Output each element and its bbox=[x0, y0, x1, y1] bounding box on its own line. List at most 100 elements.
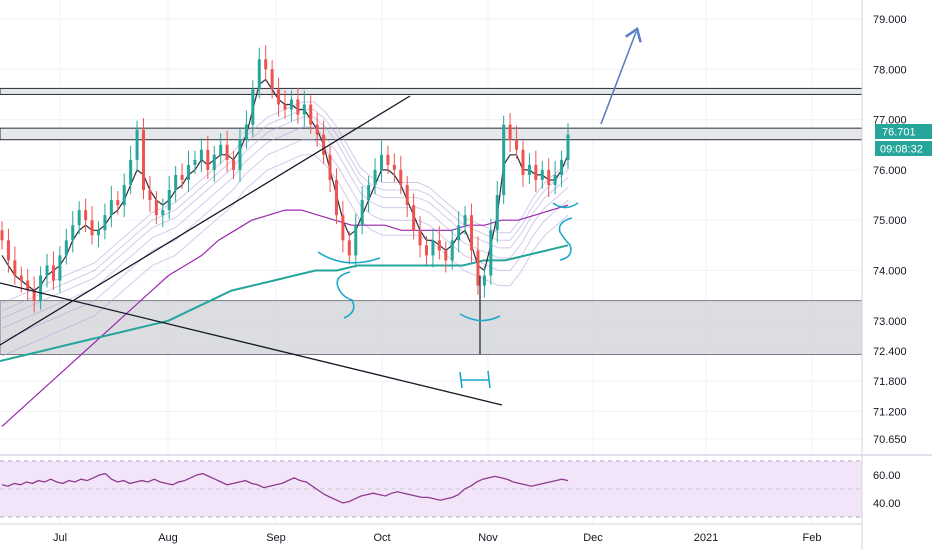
price-tick-label: 73.000 bbox=[873, 316, 907, 328]
candle-body bbox=[161, 210, 165, 216]
candle-body bbox=[180, 174, 184, 180]
candle-body bbox=[399, 169, 403, 185]
candle-body bbox=[527, 164, 531, 175]
candle-body bbox=[405, 184, 409, 206]
candle-body bbox=[322, 134, 326, 155]
annotation-head-arc bbox=[459, 313, 501, 322]
annotation-s-left bbox=[336, 271, 355, 319]
candle-body bbox=[6, 240, 10, 261]
countdown-label-box bbox=[875, 141, 932, 156]
resistance-zone-1[interactable] bbox=[0, 87, 863, 95]
candle-body bbox=[109, 200, 113, 216]
candle-body bbox=[354, 225, 358, 256]
ribbon-line-1 bbox=[1, 139, 569, 342]
candle-body bbox=[64, 240, 68, 256]
candle-body bbox=[566, 134, 570, 160]
candle-body bbox=[129, 159, 133, 185]
candle-body bbox=[437, 240, 441, 251]
candle-body bbox=[45, 265, 49, 276]
price-axis-background bbox=[862, 0, 932, 550]
time-tick-label: Aug bbox=[158, 532, 178, 544]
price-tick-label: 74.000 bbox=[873, 265, 907, 277]
candle-body bbox=[515, 139, 519, 150]
candle-body bbox=[225, 144, 229, 160]
candle-body bbox=[90, 220, 94, 236]
candle-body bbox=[296, 99, 300, 115]
candle-body bbox=[534, 164, 538, 180]
candle-body bbox=[489, 230, 493, 276]
price-label-box bbox=[875, 124, 932, 139]
candle-body bbox=[315, 124, 319, 135]
candle-body bbox=[367, 184, 371, 201]
candle-body bbox=[19, 275, 23, 281]
candle-body bbox=[122, 184, 126, 206]
price-label-text: 76.701 bbox=[882, 127, 916, 139]
candle-body bbox=[347, 240, 351, 256]
candle-body bbox=[39, 275, 43, 301]
candles bbox=[0, 45, 570, 355]
rsi-tick-label: 60.00 bbox=[873, 470, 901, 482]
candle-body bbox=[58, 255, 62, 281]
candle-body bbox=[373, 169, 377, 185]
candle-body bbox=[392, 164, 396, 170]
trendline-up[interactable] bbox=[0, 95, 411, 346]
candle-body bbox=[277, 89, 281, 105]
candle-body bbox=[174, 174, 178, 191]
candle-body bbox=[32, 290, 36, 301]
candle-body bbox=[148, 190, 152, 201]
time-tick-label: Sep bbox=[266, 532, 286, 544]
candle-body bbox=[257, 59, 261, 90]
rsi-band bbox=[0, 461, 862, 517]
candle-body bbox=[212, 154, 216, 170]
candle-body bbox=[219, 144, 223, 155]
rsi-axis[interactable]: 60.00 40.00 bbox=[873, 470, 901, 510]
projection-arrow[interactable] bbox=[600, 26, 642, 125]
candle-body bbox=[187, 164, 191, 180]
candle-body bbox=[116, 200, 120, 206]
candle-body bbox=[309, 104, 313, 125]
candle-body bbox=[232, 159, 236, 170]
rsi-tick-label: 40.00 bbox=[873, 498, 901, 510]
time-axis[interactable]: Jul Aug Sep Oct Nov Dec 2021 Feb bbox=[53, 532, 822, 544]
trendline-down[interactable] bbox=[0, 282, 503, 406]
candle-body bbox=[289, 99, 293, 110]
candle-body bbox=[457, 225, 461, 241]
candle-body bbox=[328, 154, 332, 180]
candle-body bbox=[270, 69, 274, 90]
candle-body bbox=[167, 190, 171, 211]
rsi-line bbox=[1, 472, 569, 504]
candle-body bbox=[13, 260, 17, 276]
time-tick-label: 2021 bbox=[694, 532, 718, 544]
candle-body bbox=[431, 240, 435, 256]
candle-body bbox=[470, 215, 474, 251]
candle-body bbox=[283, 104, 287, 110]
price-tick-label: 75.000 bbox=[873, 215, 907, 227]
drawings[interactable] bbox=[0, 26, 642, 406]
candle-body bbox=[476, 250, 480, 286]
candle-body bbox=[193, 159, 197, 165]
price-tick-label: 77.000 bbox=[873, 115, 907, 127]
candle-body bbox=[0, 230, 4, 241]
candle-body bbox=[71, 225, 75, 241]
candle-body bbox=[135, 129, 139, 160]
countdown-label-text: 09:08:32 bbox=[880, 144, 923, 156]
candle-body bbox=[199, 149, 203, 160]
resistance-zone-2[interactable] bbox=[0, 127, 863, 141]
price-tick-label: 71.800 bbox=[873, 376, 907, 388]
candle-body bbox=[264, 59, 268, 70]
annotation-shoulder-right-arc bbox=[552, 202, 579, 209]
price-tick-label: 71.200 bbox=[873, 406, 907, 418]
zones bbox=[0, 87, 863, 355]
candle-body bbox=[341, 215, 345, 241]
candle-body bbox=[103, 215, 107, 231]
annotation-s-right bbox=[558, 217, 573, 261]
time-tick-label: Oct bbox=[373, 532, 390, 544]
candle-body bbox=[540, 169, 544, 180]
candle-body bbox=[238, 139, 242, 170]
candle-body bbox=[206, 149, 210, 170]
support-zone[interactable] bbox=[0, 300, 863, 355]
ma-long-line bbox=[1, 204, 569, 427]
price-label: 76.701 bbox=[875, 124, 932, 139]
price-axis[interactable]: 79.000 78.000 77.000 76.000 75.000 74.000 73.0… bbox=[873, 14, 907, 446]
candle-body bbox=[521, 149, 525, 175]
